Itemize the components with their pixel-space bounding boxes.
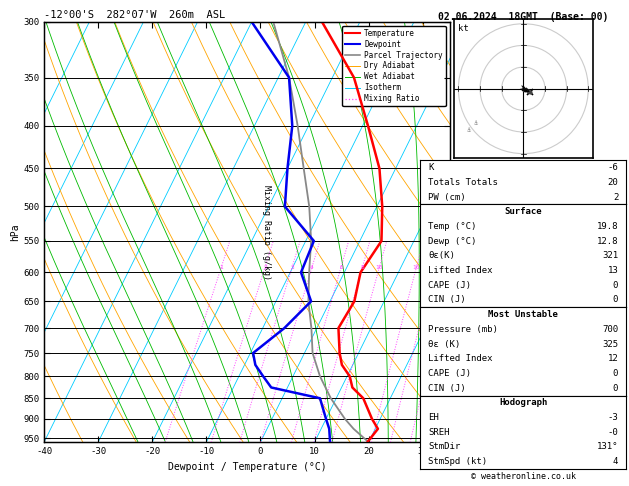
Text: 02.06.2024  18GMT  (Base: 00): 02.06.2024 18GMT (Base: 00) [438, 12, 608, 22]
Text: 19.8: 19.8 [597, 222, 618, 231]
Text: CAPE (J): CAPE (J) [428, 369, 471, 378]
Text: Lifted Index: Lifted Index [428, 354, 493, 363]
Text: 3: 3 [290, 265, 294, 270]
Text: Pressure (mb): Pressure (mb) [428, 325, 498, 334]
Text: 131°: 131° [597, 442, 618, 451]
Text: © weatheronline.co.uk: © weatheronline.co.uk [471, 472, 576, 481]
X-axis label: Dewpoint / Temperature (°C): Dewpoint / Temperature (°C) [167, 462, 326, 472]
Text: SREH: SREH [428, 428, 450, 437]
Text: kt: kt [459, 24, 469, 33]
Text: 16: 16 [413, 265, 420, 270]
Text: CIN (J): CIN (J) [428, 295, 466, 305]
Text: 13: 13 [608, 266, 618, 275]
Text: 0: 0 [613, 281, 618, 290]
Text: θε(K): θε(K) [428, 251, 455, 260]
Text: 20: 20 [431, 265, 438, 270]
Text: -3: -3 [608, 413, 618, 422]
Text: -0: -0 [608, 428, 618, 437]
Text: 8: 8 [360, 265, 364, 270]
Text: Dewp (°C): Dewp (°C) [428, 237, 477, 246]
Text: -12°00'S  282°07'W  260m  ASL: -12°00'S 282°07'W 260m ASL [44, 10, 225, 20]
Text: 0: 0 [613, 369, 618, 378]
Text: EH: EH [428, 413, 439, 422]
Text: 321: 321 [602, 251, 618, 260]
Text: Totals Totals: Totals Totals [428, 178, 498, 187]
Text: -6: -6 [608, 163, 618, 172]
Text: ⚓: ⚓ [467, 127, 471, 133]
Text: Most Unstable: Most Unstable [488, 310, 559, 319]
Text: 0: 0 [613, 295, 618, 305]
Text: 6: 6 [339, 265, 343, 270]
Text: 700: 700 [602, 325, 618, 334]
Text: 1: 1 [220, 265, 223, 270]
Text: 4: 4 [310, 265, 314, 270]
Text: 10: 10 [376, 265, 383, 270]
Text: StmSpd (kt): StmSpd (kt) [428, 457, 487, 466]
Text: K: K [428, 163, 434, 172]
Text: ⚓: ⚓ [474, 121, 478, 126]
Text: Lifted Index: Lifted Index [428, 266, 493, 275]
Text: 0: 0 [613, 383, 618, 393]
Text: LCL: LCL [460, 406, 474, 416]
Y-axis label: hPa: hPa [10, 223, 20, 241]
Text: θε (K): θε (K) [428, 340, 460, 348]
Text: 12.8: 12.8 [597, 237, 618, 246]
Text: 325: 325 [602, 340, 618, 348]
Text: 2: 2 [263, 265, 267, 270]
Text: StmDir: StmDir [428, 442, 460, 451]
Text: 12: 12 [608, 354, 618, 363]
Y-axis label: km
ASL: km ASL [463, 224, 482, 240]
Text: 20: 20 [608, 178, 618, 187]
Text: 4: 4 [613, 457, 618, 466]
Text: Temp (°C): Temp (°C) [428, 222, 477, 231]
Legend: Temperature, Dewpoint, Parcel Trajectory, Dry Adiabat, Wet Adiabat, Isotherm, Mi: Temperature, Dewpoint, Parcel Trajectory… [342, 26, 446, 106]
Text: Hodograph: Hodograph [499, 399, 547, 407]
Text: Mixing Ratio (g/kg): Mixing Ratio (g/kg) [262, 185, 271, 279]
Text: CAPE (J): CAPE (J) [428, 281, 471, 290]
Text: PW (cm): PW (cm) [428, 192, 466, 202]
Text: CIN (J): CIN (J) [428, 383, 466, 393]
Text: 2: 2 [613, 192, 618, 202]
Text: Surface: Surface [504, 208, 542, 216]
